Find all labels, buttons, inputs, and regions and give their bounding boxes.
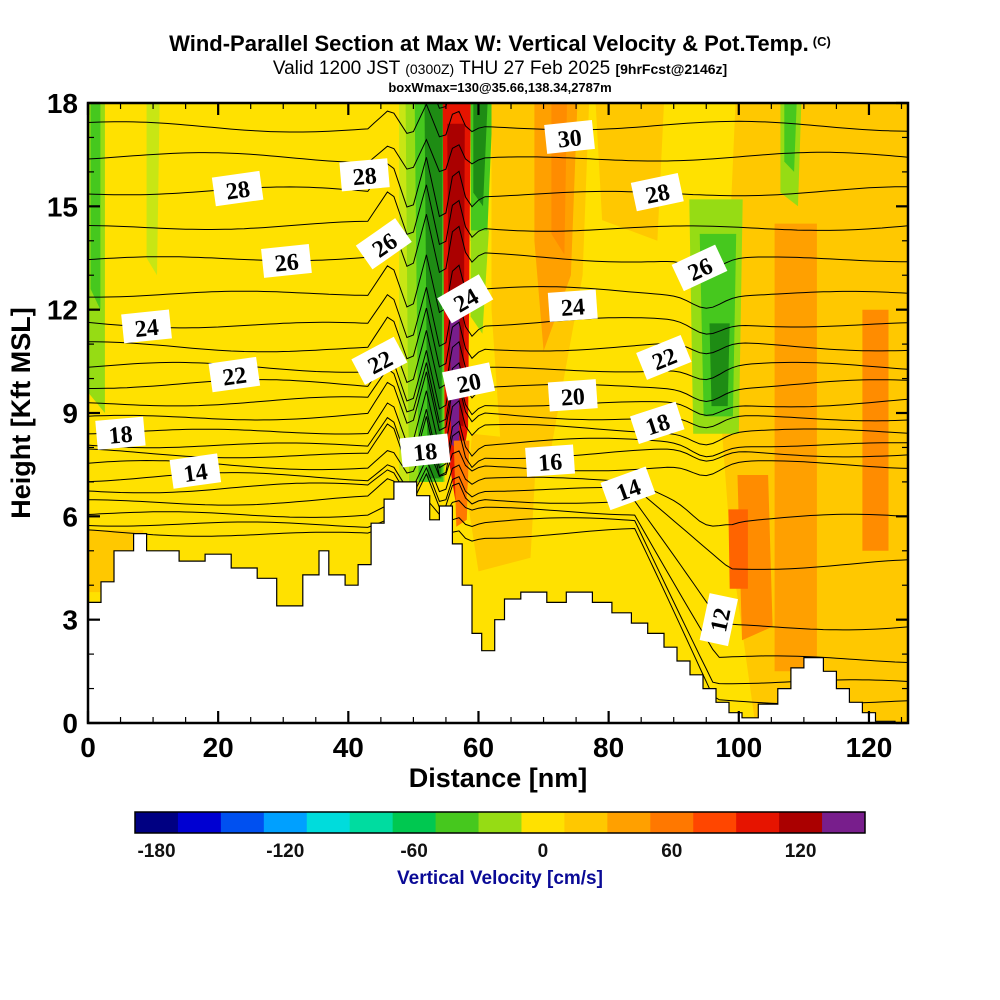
velocity-fill-region xyxy=(399,103,409,482)
contour-label: 26 xyxy=(261,243,312,278)
contour-label: 20 xyxy=(442,362,496,401)
contour-label: 16 xyxy=(525,444,576,477)
terrain-silhouette xyxy=(88,481,896,723)
contour-label: 24 xyxy=(547,289,598,322)
velocity-fill-region xyxy=(862,309,889,551)
y-axis-title: Height [Kft MSL] xyxy=(6,307,36,518)
contour-label: 18 xyxy=(399,433,451,468)
x-tick-label: 20 xyxy=(203,732,234,763)
y-tick-label: 3 xyxy=(62,605,78,636)
contour-label: 28 xyxy=(211,170,264,207)
x-axis-title: Distance [nm] xyxy=(409,763,588,793)
y-tick-label: 12 xyxy=(47,295,78,326)
colorbar-segment xyxy=(607,812,651,833)
svg-text:30: 30 xyxy=(557,125,584,153)
x-tick-label: 0 xyxy=(80,732,96,763)
colorbar-tick-label: 0 xyxy=(538,841,549,862)
svg-text:28: 28 xyxy=(643,179,672,209)
svg-text:20: 20 xyxy=(455,369,484,399)
velocity-fill-region xyxy=(784,103,797,172)
boxwmax-line: boxWmax=130@35.66,138.34,2787m xyxy=(388,80,612,95)
colorbar-tick-label: -180 xyxy=(137,841,175,862)
colorbar-segment xyxy=(392,812,437,833)
colorbar-segment xyxy=(478,812,522,833)
forecast-tag: [9hrFcst@2146z] xyxy=(615,61,728,77)
contour-label: 22 xyxy=(208,356,261,393)
colorbar-tick-label: 60 xyxy=(661,841,682,862)
svg-text:24: 24 xyxy=(134,315,161,343)
colorbar-tick-label: -60 xyxy=(400,841,427,862)
contour-label: 28 xyxy=(630,172,684,212)
colorbar-segment xyxy=(822,812,866,833)
contour-label: 18 xyxy=(629,401,685,445)
title-text: Wind-Parallel Section at Max W: Vertical… xyxy=(169,31,809,56)
colorbar-segment xyxy=(177,812,222,833)
colorbar-segment xyxy=(650,812,694,833)
page-title: Wind-Parallel Section at Max W: Vertical… xyxy=(0,31,1000,57)
colorbar-segment xyxy=(693,812,737,833)
svg-text:18: 18 xyxy=(412,439,439,467)
contour-label: 14 xyxy=(169,453,222,489)
colorbar: -180 -120 -60 0 60 120 Vertical Velocity [cm/s… xyxy=(134,811,866,889)
contour-label: 12 xyxy=(699,593,738,647)
title-unit: (C) xyxy=(812,34,831,49)
colorbar-segment xyxy=(779,812,823,833)
velocity-fill-region xyxy=(774,223,817,672)
contour-label: 22 xyxy=(636,335,692,380)
y-tick-label: 15 xyxy=(47,191,78,222)
contour-label: 28 xyxy=(339,158,390,192)
svg-text:26: 26 xyxy=(273,249,300,277)
svg-text:22: 22 xyxy=(221,363,248,392)
svg-text:16: 16 xyxy=(537,449,563,477)
velocity-fill-region xyxy=(709,323,730,407)
colorbar-segment xyxy=(220,812,265,833)
valid-date: THU 27 Feb 2025 xyxy=(459,58,611,79)
colorbar-segment xyxy=(263,812,308,833)
colorbar-segment xyxy=(564,812,608,833)
svg-text:12: 12 xyxy=(706,606,736,635)
valid-time-line: Valid 1200 JST (0300Z) THU 27 Feb 2025 [… xyxy=(0,58,1000,80)
svg-text:24: 24 xyxy=(560,294,586,322)
colorbar-segment xyxy=(349,812,394,833)
x-tick-label: 60 xyxy=(463,732,494,763)
contour-label: 30 xyxy=(544,119,595,154)
colorbar-segment xyxy=(736,812,780,833)
x-tick-label: 120 xyxy=(846,732,893,763)
colorbar-segment xyxy=(306,812,351,833)
colorbar-title: Vertical Velocity [cm/s] xyxy=(397,868,603,889)
svg-text:20: 20 xyxy=(560,384,586,412)
y-tick-label: 6 xyxy=(62,501,78,532)
y-tick-label: 0 xyxy=(62,708,78,739)
colorbar-tick-label: 120 xyxy=(785,841,817,862)
x-tick-label: 80 xyxy=(593,732,624,763)
y-tick-label: 18 xyxy=(47,88,78,119)
x-tick-label: 40 xyxy=(333,732,364,763)
velocity-fill-region xyxy=(595,103,664,241)
colorbar-segment xyxy=(135,812,179,833)
axes: 0 20 40 60 80 100 120 0 3 6 9 12 15 18 Distance [nm] He… xyxy=(6,88,910,793)
chart-header: Wind-Parallel Section at Max W: Vertical… xyxy=(0,31,1000,95)
valid-zulu: (0300Z) xyxy=(405,61,455,77)
y-tick-label: 9 xyxy=(62,398,78,429)
contour-label: 20 xyxy=(547,379,598,412)
svg-text:18: 18 xyxy=(108,422,134,450)
colorbar-segment xyxy=(521,812,565,833)
svg-text:28: 28 xyxy=(224,177,251,206)
svg-text:14: 14 xyxy=(182,459,209,488)
contour-label: 22 xyxy=(351,336,408,385)
colorbar-segment xyxy=(435,812,480,833)
colorbar-tick-label: -120 xyxy=(266,841,304,862)
contour-label: 18 xyxy=(95,416,146,450)
valid-prefix: Valid 1200 JST xyxy=(272,58,400,79)
svg-text:28: 28 xyxy=(352,163,378,191)
x-tick-label: 100 xyxy=(715,732,762,763)
contour-label: 24 xyxy=(121,309,172,344)
velocity-fill-region xyxy=(146,103,160,276)
